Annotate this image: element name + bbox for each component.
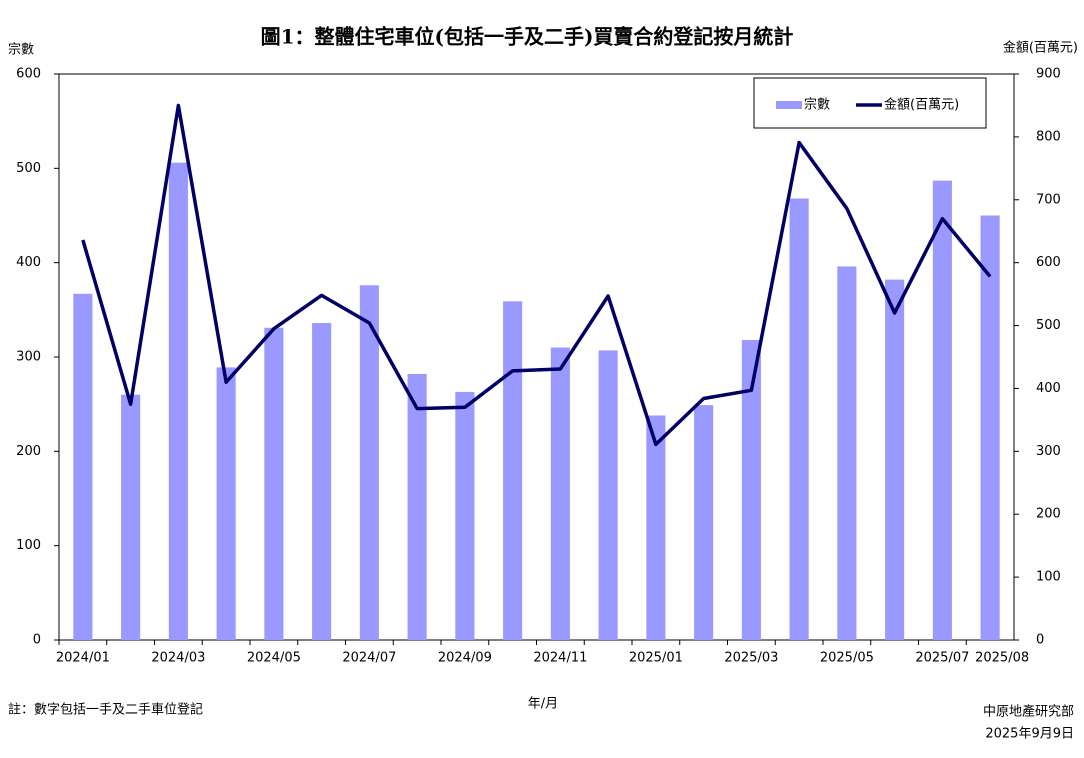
bar xyxy=(503,301,523,640)
chart-title: 圖1：整體住宅車位(包括一手及二手)買賣合約登記按月統計 xyxy=(261,25,794,49)
x-tick-label: 2025/01 xyxy=(629,651,683,666)
y-tick-label: 0 xyxy=(33,633,41,648)
bar xyxy=(264,327,284,640)
y2-tick-label: 700 xyxy=(1036,192,1061,207)
y-tick-label: 200 xyxy=(16,444,41,459)
date: 2025年9月9日 xyxy=(985,727,1074,742)
y2-axis-label: 金額(百萬元) xyxy=(1003,40,1078,56)
bar xyxy=(168,162,188,640)
note: 註：數字包括一手及二手車位登記 xyxy=(8,702,203,718)
y-tick-label: 500 xyxy=(16,161,41,176)
x-tick-label: 2025/07 xyxy=(915,651,969,666)
x-tick-label: 2024/01 xyxy=(56,651,110,666)
y-axis-label: 宗數 xyxy=(8,42,34,58)
bar xyxy=(837,266,857,640)
bar xyxy=(121,394,141,640)
plot-frame xyxy=(58,73,1015,641)
bar xyxy=(73,293,93,640)
bar xyxy=(550,347,570,640)
y2-tick-label: 400 xyxy=(1036,381,1061,396)
y-tick-label: 600 xyxy=(16,67,41,82)
y2-tick-label: 600 xyxy=(1036,255,1061,270)
bar xyxy=(312,323,332,640)
bar xyxy=(694,405,714,640)
y-tick-label: 300 xyxy=(16,350,41,365)
x-tick-label: 2024/03 xyxy=(151,651,205,666)
x-tick-label: 2025/05 xyxy=(820,651,874,666)
y2-tick-label: 200 xyxy=(1036,507,1061,522)
y2-tick-label: 800 xyxy=(1036,129,1061,144)
x-axis-label: 年/月 xyxy=(528,697,558,712)
y2-tick-label: 900 xyxy=(1036,67,1061,82)
y-tick-label: 400 xyxy=(16,255,41,270)
x-tick-label: 2024/09 xyxy=(438,651,492,666)
bar xyxy=(216,367,236,640)
legend-label: 宗數 xyxy=(804,97,830,113)
bar xyxy=(646,415,666,640)
x-tick-label: 2024/05 xyxy=(247,651,301,666)
bar xyxy=(932,180,952,640)
y2-tick-label: 0 xyxy=(1036,633,1044,648)
y-tick-label: 100 xyxy=(16,538,41,553)
bar xyxy=(980,215,1000,640)
y2-tick-label: 500 xyxy=(1036,318,1061,333)
bar xyxy=(455,391,475,640)
line xyxy=(81,103,992,447)
bar xyxy=(741,340,761,640)
source: 中原地產研究部 xyxy=(983,704,1074,720)
x-tick-label: 2025/03 xyxy=(724,651,778,666)
legend-label: 金額(百萬元) xyxy=(884,97,959,113)
y2-tick-label: 300 xyxy=(1036,444,1061,459)
bar xyxy=(789,198,809,640)
bar xyxy=(407,373,427,640)
bar xyxy=(598,350,618,640)
legend-swatch xyxy=(776,101,802,109)
bar xyxy=(359,285,379,640)
x-tick-label: 2024/11 xyxy=(533,651,587,666)
x-tick-label: 2024/07 xyxy=(342,651,396,666)
bar xyxy=(885,279,905,640)
y2-tick-label: 100 xyxy=(1036,570,1061,585)
x-tick-label: 2025/08 xyxy=(975,651,1029,666)
